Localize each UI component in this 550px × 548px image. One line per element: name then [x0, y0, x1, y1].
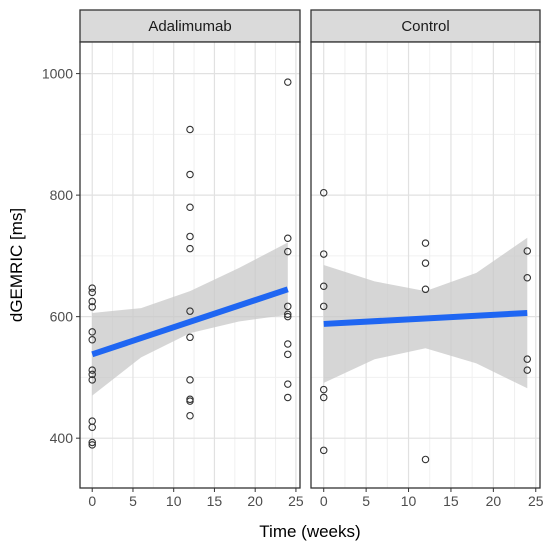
y-axis-title: dGEMRIC [ms] — [7, 208, 26, 322]
data-point — [284, 340, 292, 348]
data-point — [421, 239, 430, 247]
data-point — [88, 376, 96, 384]
data-point — [319, 282, 328, 291]
confidence-ribbon — [323, 237, 528, 389]
x-tick-label: 5 — [129, 493, 137, 509]
data-point — [284, 234, 292, 243]
facet-panel-adalimumab: Adalimumab 0 5 10 15 20 25 — [79, 9, 304, 509]
x-tick-label: 5 — [362, 493, 370, 509]
data-point — [523, 247, 532, 255]
x-tick-label: 15 — [443, 493, 459, 509]
data-point — [284, 78, 292, 86]
data-point — [284, 350, 292, 359]
data-point — [523, 274, 532, 282]
data-point — [186, 244, 194, 253]
data-point — [88, 335, 96, 344]
data-point — [319, 188, 328, 197]
panels-layer: Adalimumab 0 5 10 15 20 25 Control 0 5 10 15 20 25 — [79, 9, 544, 509]
data-point — [186, 125, 194, 134]
data-point — [421, 285, 430, 294]
data-point — [88, 284, 96, 292]
data-points — [319, 188, 532, 464]
strip-label: Control — [401, 18, 449, 35]
x-tick-label: 0 — [88, 493, 96, 509]
regression-line — [91, 286, 289, 358]
data-point — [186, 307, 194, 315]
x-tick-label: 25 — [528, 493, 544, 509]
data-point — [284, 380, 292, 388]
data-point — [319, 385, 328, 394]
data-point — [284, 393, 292, 402]
data-point — [186, 203, 194, 212]
data-point — [421, 259, 430, 267]
data-point — [88, 438, 96, 447]
facet-panel-control: Control 0 5 10 15 20 25 — [310, 9, 544, 509]
y-axis: 400 600 800 1000 — [42, 66, 80, 446]
x-tick-label: 10 — [166, 493, 182, 509]
regression-line — [323, 310, 528, 327]
data-point — [186, 376, 194, 384]
x-axis: 0 5 10 15 20 25 — [320, 488, 544, 509]
data-points — [88, 78, 292, 449]
data-point — [186, 170, 194, 179]
data-point — [88, 366, 96, 374]
x-tick-label: 0 — [320, 493, 328, 509]
data-point — [284, 310, 292, 318]
x-tick-label: 25 — [288, 493, 304, 509]
data-point — [319, 250, 328, 258]
data-point — [421, 455, 430, 464]
data-point — [88, 370, 96, 379]
x-tick-label: 20 — [486, 493, 502, 509]
y-tick-label: 600 — [50, 309, 74, 325]
data-point — [284, 247, 292, 256]
data-point — [88, 297, 96, 306]
data-point — [319, 302, 328, 311]
data-point — [523, 366, 532, 374]
panel-border — [79, 41, 301, 489]
y-tick-label: 800 — [50, 187, 74, 203]
data-point — [88, 303, 96, 311]
data-point — [284, 312, 292, 321]
data-point — [319, 393, 328, 402]
data-point — [523, 355, 532, 363]
y-tick-label: 1000 — [42, 66, 73, 82]
data-point — [186, 232, 194, 241]
data-point — [186, 397, 194, 405]
data-point — [186, 333, 194, 342]
x-axis: 0 5 10 15 20 25 — [88, 488, 304, 509]
data-point — [186, 411, 194, 420]
x-tick-label: 20 — [247, 493, 263, 509]
panel-border — [310, 41, 541, 489]
data-point — [88, 288, 96, 297]
x-axis-title: Time (weeks) — [259, 522, 360, 541]
data-point — [88, 328, 96, 336]
strip-label: Adalimumab — [148, 18, 231, 35]
data-point — [319, 446, 328, 455]
strip-header — [79, 9, 301, 43]
data-point — [88, 423, 96, 431]
x-tick-label: 15 — [207, 493, 223, 509]
x-tick-label: 10 — [401, 493, 417, 509]
data-point — [284, 302, 292, 311]
data-point — [88, 441, 96, 449]
y-tick-label: 400 — [50, 430, 74, 446]
